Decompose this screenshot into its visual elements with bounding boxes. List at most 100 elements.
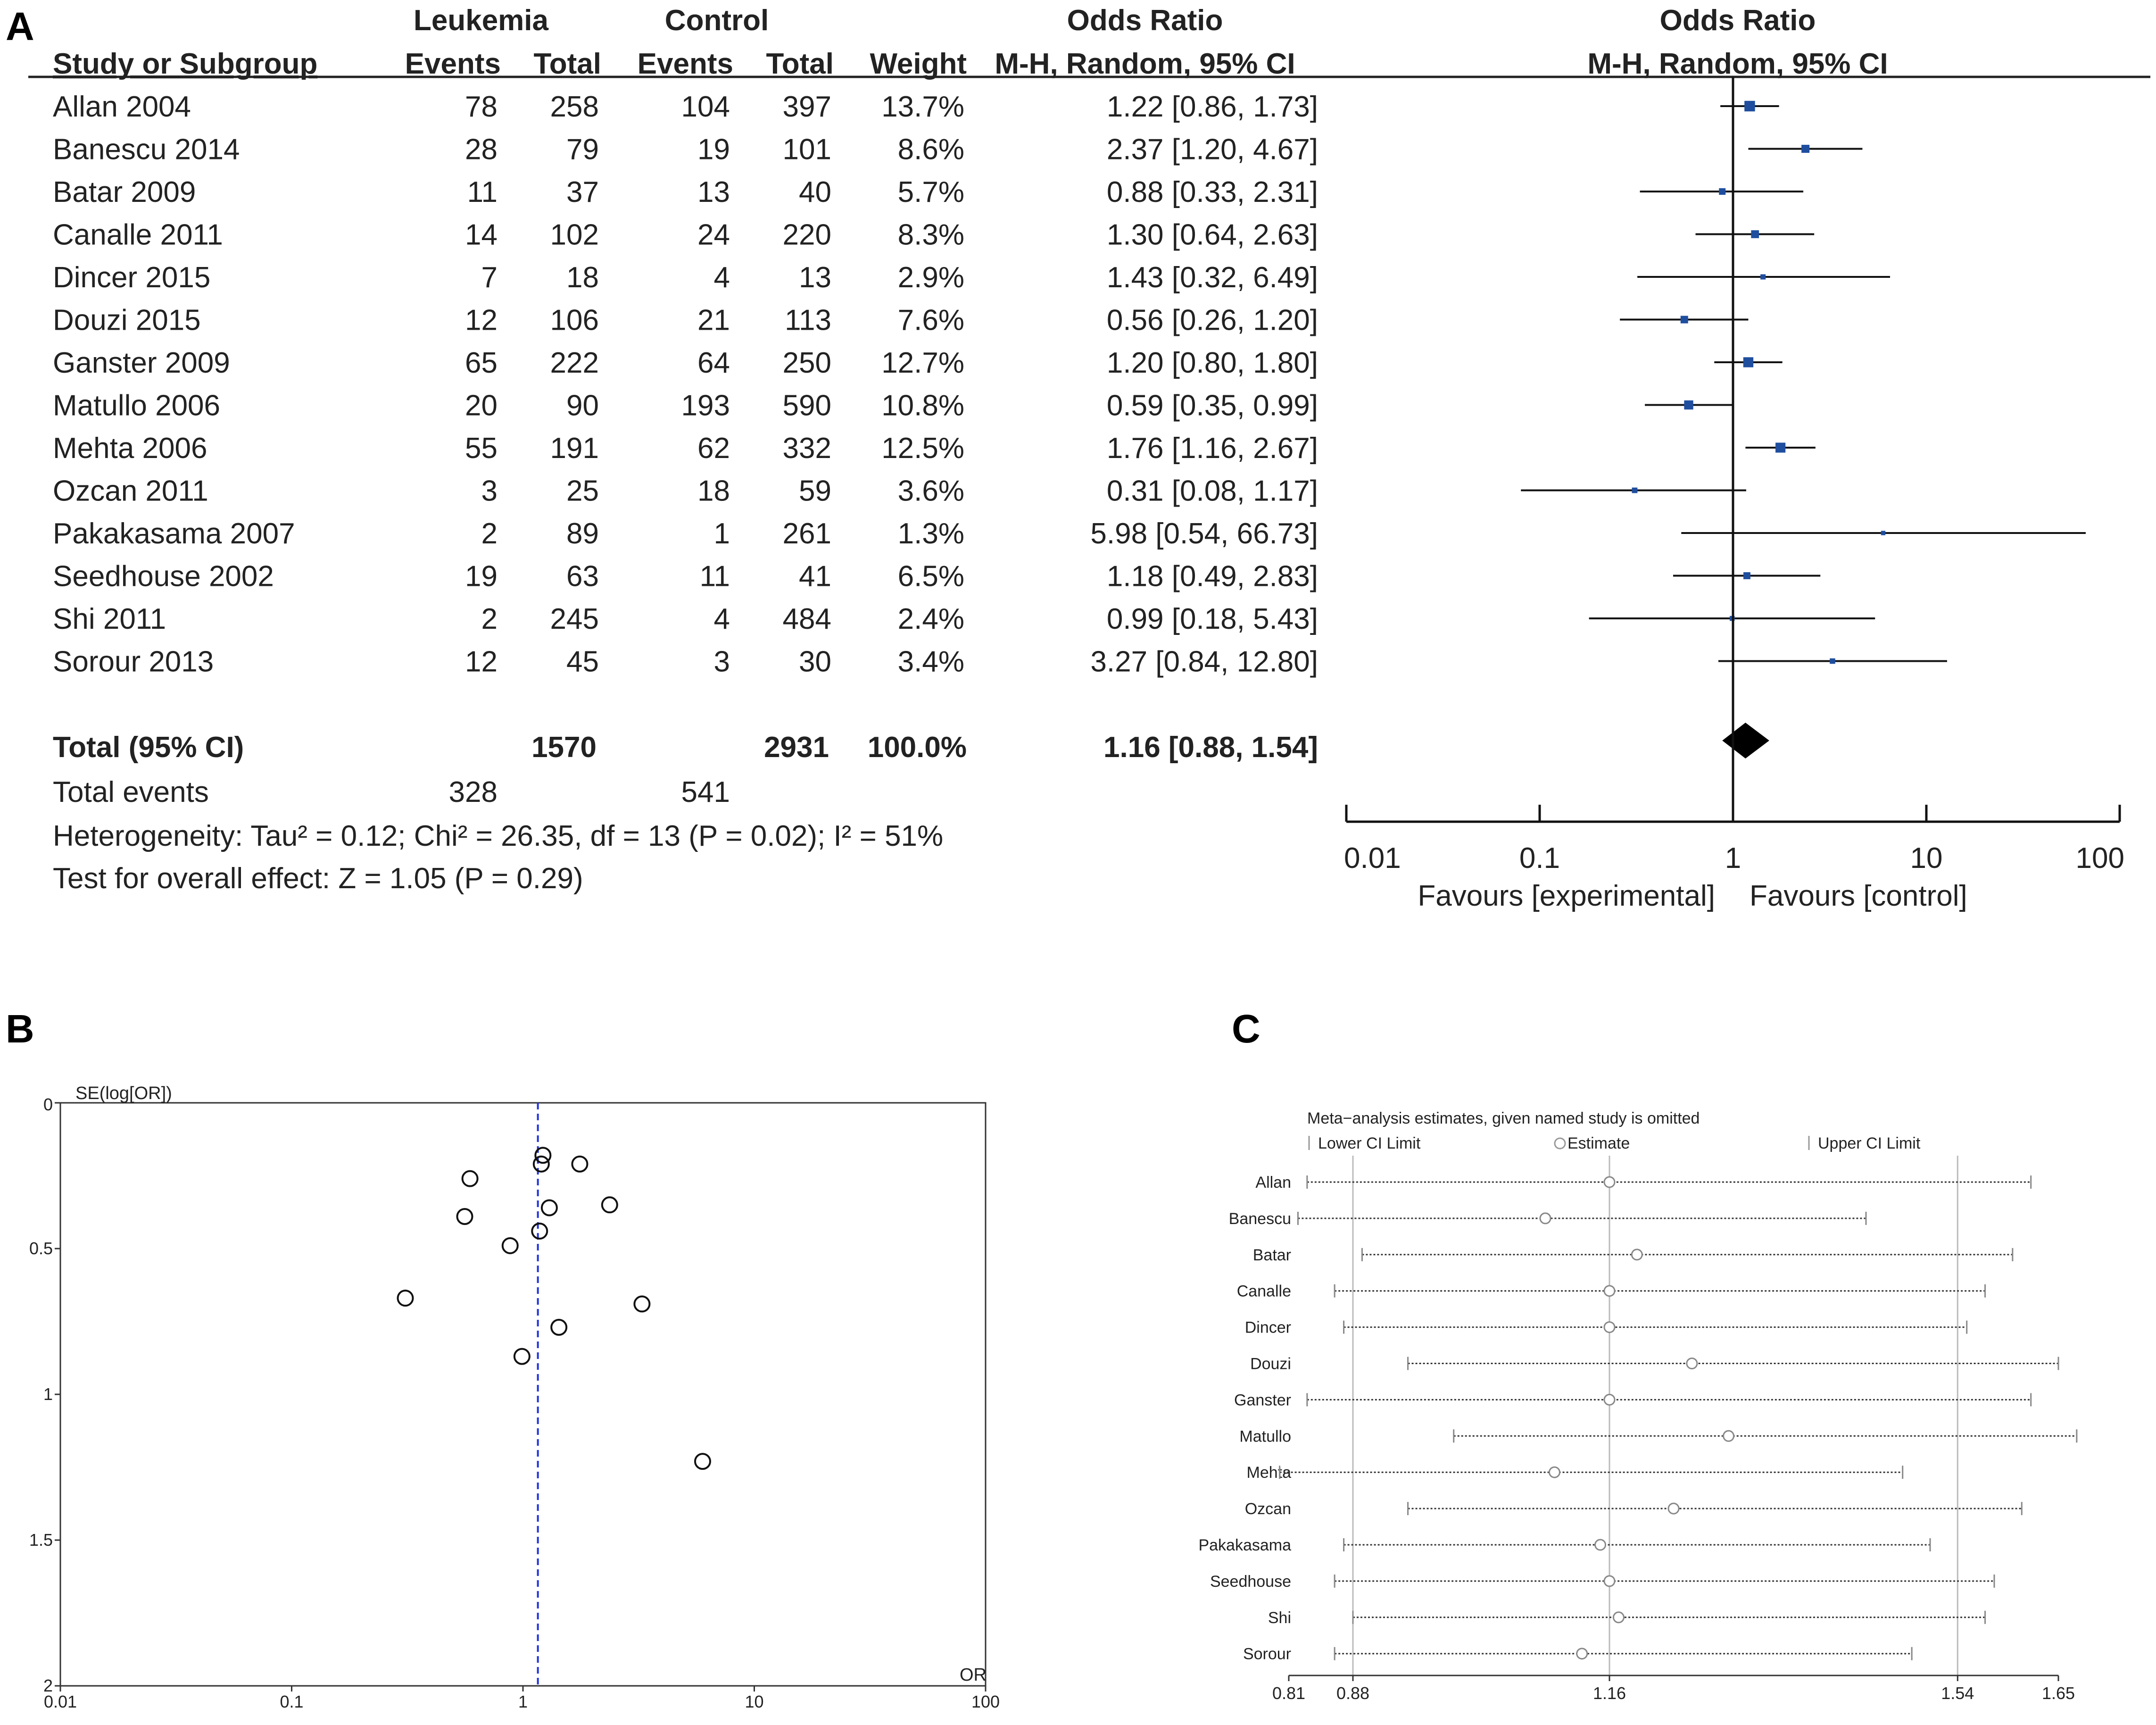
funnel-study-point bbox=[534, 1147, 552, 1164]
control-events-cell: 24 bbox=[697, 219, 730, 251]
weight-cell: 10.8% bbox=[881, 390, 964, 422]
leukemia-events-cell: 55 bbox=[465, 432, 498, 465]
legend-estimate-marker bbox=[1554, 1137, 1566, 1150]
funnel-y-tick-label: 1 bbox=[43, 1384, 53, 1404]
weight-cell: 1.3% bbox=[898, 517, 964, 550]
estimate-marker bbox=[1667, 1502, 1680, 1515]
control-total-cell: 250 bbox=[783, 347, 831, 379]
point-estimate-square bbox=[1680, 316, 1688, 324]
control-total-header: Total bbox=[766, 48, 834, 80]
leukemia-total-cell: 191 bbox=[550, 432, 599, 465]
omitted-study-label: Dincer bbox=[1245, 1319, 1291, 1337]
control-total-cell: 30 bbox=[799, 646, 831, 678]
omitted-study-label: Sorour bbox=[1243, 1645, 1291, 1663]
funnel-study-point bbox=[694, 1453, 711, 1470]
estimate-marker bbox=[1686, 1358, 1698, 1369]
point-estimate-square bbox=[1684, 400, 1693, 410]
control-total-cell: 332 bbox=[783, 432, 831, 465]
omitted-study-label: Seedhouse bbox=[1210, 1573, 1291, 1591]
leukemia-events-cell: 2 bbox=[481, 603, 498, 635]
control-events-cell: 193 bbox=[681, 390, 730, 422]
or-ci-cell: 2.37 [1.20, 4.67] bbox=[1107, 133, 1318, 166]
legend-lower-label: Lower CI Limit bbox=[1318, 1134, 1421, 1152]
leukemia-total-cell: 63 bbox=[566, 560, 599, 593]
or-ci-cell: 3.27 [0.84, 12.80] bbox=[1090, 646, 1318, 678]
leukemia-total-cell: 90 bbox=[566, 390, 599, 422]
control-events-cell: 62 bbox=[697, 432, 730, 465]
funnel-study-point bbox=[531, 1222, 548, 1240]
omitted-study-label: Matullo bbox=[1239, 1427, 1291, 1445]
control-total-cell: 484 bbox=[783, 603, 831, 635]
study-name: Seedhouse 2002 bbox=[53, 560, 274, 593]
forest-x-tick-label: 1 bbox=[1725, 842, 1741, 875]
omitted-study-label: Canalle bbox=[1237, 1283, 1291, 1300]
weight-cell: 2.9% bbox=[898, 261, 964, 294]
control-events-cell: 1 bbox=[714, 517, 730, 550]
leukemia-total-cell: 37 bbox=[566, 176, 599, 208]
control-total-cell: 397 bbox=[783, 91, 831, 123]
leukemia-total-cell: 18 bbox=[566, 261, 599, 294]
funnel-x-tick-label: 0.1 bbox=[280, 1692, 303, 1711]
leukemia-events-cell: 20 bbox=[465, 390, 498, 422]
sensitivity-plot-area: Allan Banescu Batar Canalle Dincer Douzi Ganst… bbox=[1198, 1156, 2078, 1703]
point-estimate-square bbox=[1881, 531, 1886, 535]
forest-favours-labels: Favours [experimental] Favours [control] bbox=[1418, 880, 1967, 912]
or-ci-cell: 0.88 [0.33, 2.31] bbox=[1107, 176, 1318, 208]
funnel-plot-area: 0 0.5 1 1.5 20.01 0.1 1 10 100 bbox=[29, 1095, 1000, 1711]
control-events-cell: 18 bbox=[697, 475, 730, 508]
or-ci-cell: 0.31 [0.08, 1.17] bbox=[1107, 475, 1318, 508]
omitted-study-label: Ganster bbox=[1234, 1391, 1291, 1409]
estimate-marker bbox=[1612, 1611, 1625, 1624]
leukemia-events-cell: 3 bbox=[481, 475, 498, 508]
estimate-marker bbox=[1603, 1321, 1616, 1333]
leukemia-events-cell: 14 bbox=[465, 219, 498, 251]
funnel-x-tick-label: 10 bbox=[745, 1692, 763, 1711]
panel-b-label: B bbox=[6, 1007, 34, 1051]
point-estimate-square bbox=[1775, 442, 1786, 453]
control-total-cell: 59 bbox=[799, 475, 831, 508]
total-events-control: 541 bbox=[681, 776, 730, 808]
sensitivity-x-tick-label: 0.88 bbox=[1336, 1683, 1369, 1703]
weight-cell: 12.5% bbox=[881, 432, 964, 465]
or-ci-cell: 1.30 [0.64, 2.63] bbox=[1107, 219, 1318, 251]
or-ci-cell: 1.22 [0.86, 1.73] bbox=[1107, 91, 1318, 123]
or-plot-group-header: Odds Ratio bbox=[1660, 4, 1816, 37]
leukemia-events-cell: 12 bbox=[465, 304, 498, 337]
control-events-cell: 4 bbox=[714, 603, 730, 635]
or-ci-cell: 1.20 [0.80, 1.80] bbox=[1107, 347, 1318, 379]
leukemia-total-cell: 25 bbox=[566, 475, 599, 508]
omitted-study-label: Pakakasama bbox=[1198, 1536, 1291, 1554]
funnel-y-axis-title: SE(log[OR]) bbox=[75, 1083, 172, 1103]
weight-cell: 8.3% bbox=[898, 219, 964, 251]
control-events-cell: 64 bbox=[697, 347, 730, 379]
estimate-marker bbox=[1603, 1393, 1616, 1406]
leukemia-events-cell: 19 bbox=[465, 560, 498, 593]
leukemia-events-header: Events bbox=[405, 48, 501, 80]
forest-x-tick-label: 0.01 bbox=[1344, 842, 1401, 875]
plot-method-header: M-H, Random, 95% CI bbox=[1587, 48, 1888, 80]
weight-cell: 12.7% bbox=[881, 347, 964, 379]
leukemia-total-cell: 222 bbox=[550, 347, 599, 379]
point-estimate-square bbox=[1801, 144, 1810, 153]
panel-c-label: C bbox=[1232, 1007, 1260, 1051]
funnel-study-point bbox=[397, 1290, 414, 1307]
overall-effect-text: Test for overall effect: Z = 1.05 (P = 0… bbox=[53, 862, 583, 895]
forest-plot-area: 0.01 0.1 1 10 100 bbox=[1344, 77, 2124, 875]
weight-cell: 3.6% bbox=[898, 475, 964, 508]
control-events-cell: 13 bbox=[697, 176, 730, 208]
or-ci-cell: 0.99 [0.18, 5.43] bbox=[1107, 603, 1318, 635]
estimate-marker bbox=[1603, 1285, 1616, 1297]
control-events-cell: 104 bbox=[681, 91, 730, 123]
funnel-study-point bbox=[540, 1199, 558, 1217]
forest-x-tick-label: 100 bbox=[2076, 842, 2124, 875]
leukemia-events-cell: 12 bbox=[465, 646, 498, 678]
control-total-cell: 101 bbox=[783, 133, 831, 166]
sensitivity-x-tick-label: 0.81 bbox=[1272, 1683, 1305, 1703]
funnel-study-point bbox=[601, 1196, 618, 1214]
leukemia-events-cell: 11 bbox=[467, 176, 498, 208]
forest-x-tick-label: 0.1 bbox=[1519, 842, 1560, 875]
total-events-leukemia: 328 bbox=[449, 776, 498, 808]
omitted-study-label: Banescu bbox=[1229, 1210, 1291, 1228]
point-estimate-square bbox=[1830, 658, 1835, 664]
